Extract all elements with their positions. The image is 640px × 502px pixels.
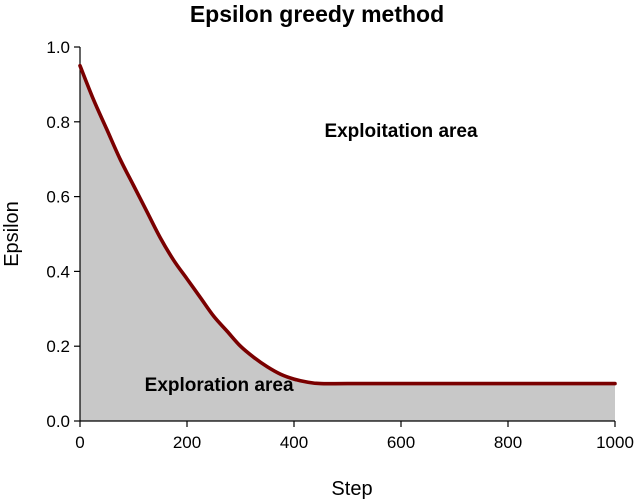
y-tick-label: 0.8 — [46, 113, 70, 132]
x-tick-label: 1000 — [596, 433, 634, 452]
y-tick-label: 0.0 — [46, 412, 70, 431]
y-axis-label: Epsilon — [1, 201, 23, 267]
y-tick-label: 0.6 — [46, 188, 70, 207]
y-tick-label: 0.2 — [46, 337, 70, 356]
chart-title: Epsilon greedy method — [190, 1, 444, 27]
plot-area: 0.0 0.2 0.4 0.6 0.8 1.0 0 200 400 600 800 1000 Explo… — [46, 38, 634, 452]
exploration-area-label: Exploration area — [145, 375, 294, 396]
x-axis-label: Step — [331, 478, 372, 500]
x-tick-label: 800 — [494, 433, 522, 452]
x-tick-label: 400 — [280, 433, 308, 452]
x-tick-label: 0 — [75, 433, 84, 452]
exploitation-area-label: Exploitation area — [324, 121, 478, 142]
x-tick-label: 600 — [387, 433, 415, 452]
exploration-area-fill — [80, 65, 615, 421]
y-tick-label: 1.0 — [46, 38, 70, 57]
y-tick-label: 0.4 — [46, 262, 70, 281]
x-tick-label: 200 — [173, 433, 201, 452]
epsilon-series-line — [78, 63, 617, 386]
